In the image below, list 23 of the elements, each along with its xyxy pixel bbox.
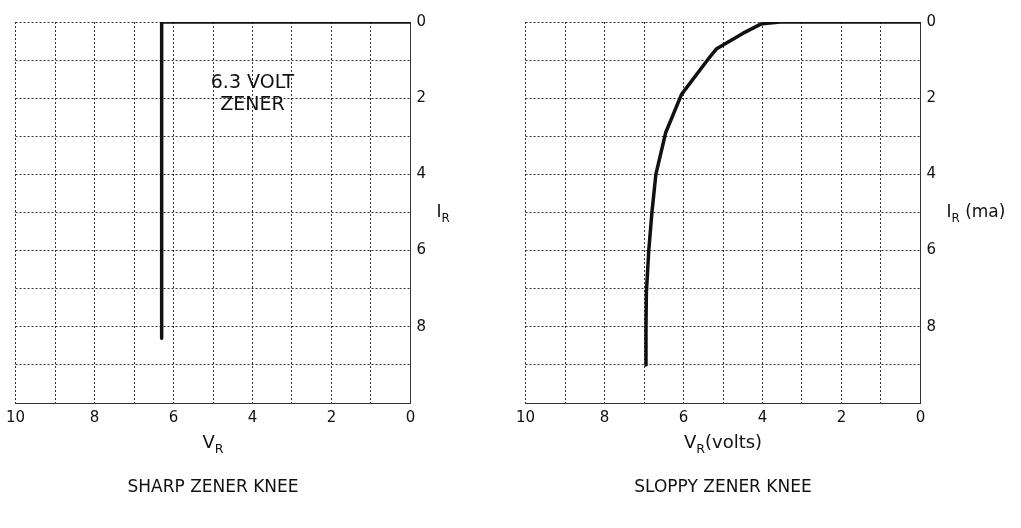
text: SLOPPY ZENER KNEE [634, 476, 812, 497]
y-tick-label: 6 [416, 240, 426, 259]
x-tick-label: 2 [326, 407, 337, 426]
y-tick-label: 2 [416, 88, 426, 107]
x-tick-label: 2 [836, 407, 847, 426]
annotation: 6.3 VOLT ZENER [210, 70, 295, 115]
y-tick-label: 6 [926, 240, 936, 259]
y-tick-label: 8 [926, 316, 936, 335]
x-tick-label: 8 [89, 407, 100, 426]
x-tick-label: 4 [757, 407, 768, 426]
x-tick-label: 10 [6, 407, 26, 426]
y-tick-label: 8 [416, 316, 426, 335]
x-tick-label: 8 [599, 407, 610, 426]
text: SHARP ZENER KNEE [127, 476, 299, 497]
y-tick-label: 0 [416, 11, 426, 30]
y-tick-label: 4 [926, 164, 936, 183]
x-tick-label: 6 [678, 407, 689, 426]
x-tick-label: 10 [516, 407, 536, 426]
x-tick-label: 4 [247, 407, 258, 426]
y-tick-label: 2 [926, 88, 936, 107]
y-tick-label: 4 [416, 164, 426, 183]
y-tick-label: 0 [926, 11, 936, 30]
x-tick-label: 6 [168, 407, 179, 426]
